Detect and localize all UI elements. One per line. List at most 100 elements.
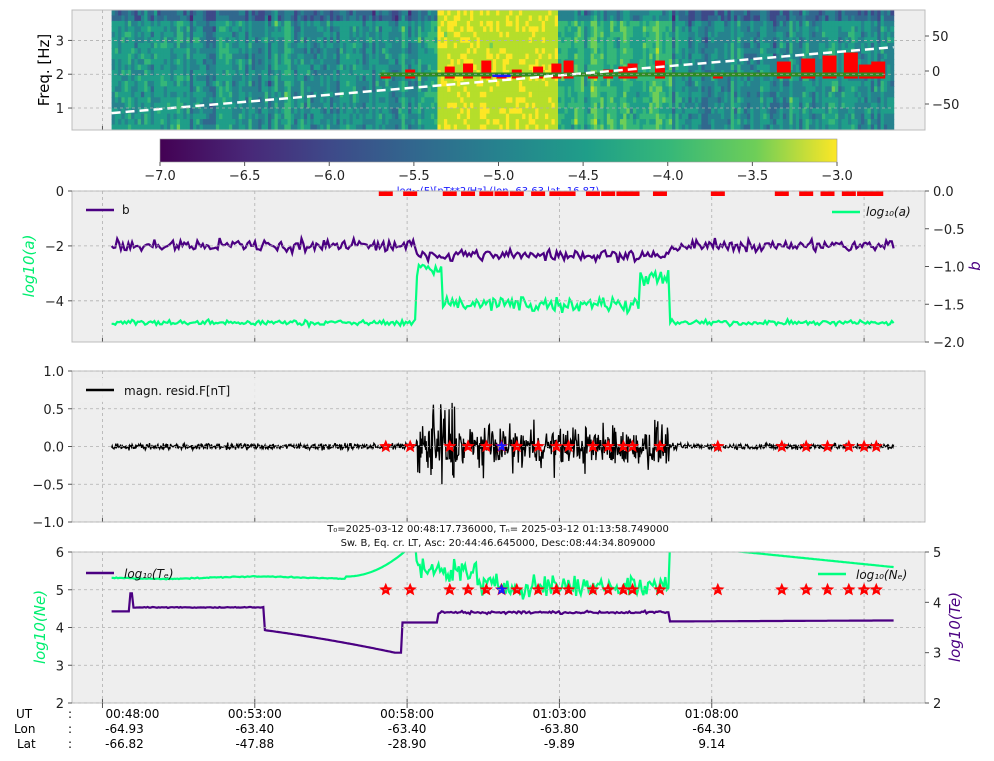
heatmap-cell [114, 119, 119, 126]
heatmap-cell [558, 31, 562, 38]
heatmap-cell [544, 15, 549, 22]
heatmap-cell [114, 113, 119, 120]
heatmap-cell [209, 53, 214, 60]
heatmap-cell [274, 108, 279, 115]
heatmap-cell [714, 97, 719, 104]
heatmap-cell [645, 124, 650, 130]
heatmap-cell [724, 91, 729, 98]
heatmap-cell [746, 91, 751, 98]
heatmap-cell [238, 91, 243, 98]
heatmap-cell [411, 97, 416, 104]
heatmap-cell [274, 102, 279, 109]
heatmap-cell [678, 10, 683, 17]
heatmap-cell [509, 64, 513, 71]
heatmap-cell [395, 10, 399, 17]
heatmap-cell [163, 97, 168, 104]
heatmap-cell [427, 75, 432, 82]
heatmap-cell [763, 75, 768, 82]
heatmap-cell [235, 59, 240, 66]
heatmap-cell [499, 59, 504, 66]
heatmap-cell [613, 86, 618, 93]
heatmap-cell [434, 119, 439, 126]
heatmap-cell [150, 31, 155, 38]
heatmap-cell [802, 124, 807, 130]
heatmap-cell [202, 108, 207, 115]
heatmap-cell [134, 70, 139, 77]
heatmap-cell [245, 108, 250, 115]
heatmap-cell [323, 75, 328, 82]
heatmap-cell [470, 48, 474, 55]
heatmap-cell [795, 20, 800, 27]
heatmap-cell [408, 64, 412, 71]
heatmap-cell [681, 91, 686, 98]
heatmap-cell [512, 10, 517, 17]
heatmap-cell [385, 124, 390, 130]
heatmap-cell [711, 124, 716, 130]
heatmap-cell [352, 15, 357, 22]
heatmap-cell [114, 86, 119, 93]
heatmap-cell [727, 48, 732, 55]
heatmap-cell [678, 59, 683, 66]
heatmap-cell [675, 80, 680, 87]
heatmap-cell [662, 20, 667, 27]
heatmap-cell [786, 10, 790, 17]
heatmap-cell [818, 37, 823, 44]
heatmap-cell [443, 53, 448, 60]
heatmap-cell [720, 86, 725, 93]
heatmap-cell [577, 124, 582, 130]
heatmap-cell [121, 70, 126, 77]
heatmap-cell [727, 108, 732, 115]
heatmap-cell [574, 113, 579, 120]
heatmap-cell [636, 108, 641, 115]
heatmap-cell [473, 15, 478, 22]
heatmap-cell [147, 26, 152, 33]
heatmap-cell [678, 26, 683, 33]
heatmap-cell [623, 113, 628, 120]
heatmap-cell [538, 59, 543, 66]
heatmap-cell [408, 119, 412, 126]
heatmap-cell [730, 26, 735, 33]
heatmap-cell [502, 91, 507, 98]
heatmap-cell [597, 10, 601, 17]
heatmap-cell [799, 119, 803, 126]
heatmap-cell [144, 102, 149, 109]
heatmap-cell [137, 91, 142, 98]
heatmap-cell [430, 20, 435, 27]
heatmap-cell [515, 119, 520, 126]
heatmap-cell [645, 75, 650, 82]
heatmap-cell [430, 108, 435, 115]
heatmap-cell [199, 70, 204, 77]
heatmap-cell [378, 15, 383, 22]
heatmap-cell [531, 97, 536, 104]
heatmap-cell [496, 64, 500, 71]
heatmap-cell [170, 15, 175, 22]
heatmap-cell [118, 113, 122, 120]
heatmap-cell [336, 59, 341, 66]
heatmap-cell [206, 70, 210, 77]
heatmap-cell [437, 75, 442, 82]
heatmap-cell [424, 42, 429, 49]
heatmap-cell [150, 108, 155, 115]
heatmap-cell [131, 20, 136, 27]
heatmap-cell [329, 48, 334, 55]
heatmap-cell [740, 26, 745, 33]
heatmap-cell [642, 31, 647, 38]
heatmap-cell [554, 59, 559, 66]
heatmap-cell [427, 42, 432, 49]
heatmap-cell [215, 70, 220, 77]
heatmap-cell [261, 80, 266, 87]
heatmap-cell [492, 53, 497, 60]
heatmap-cell [554, 42, 559, 49]
heatmap-cell [606, 80, 611, 87]
heatmap-cell [724, 119, 729, 126]
heatmap-cell [678, 80, 683, 87]
heatmap-cell [320, 53, 324, 60]
heatmap-cell [580, 113, 585, 120]
heatmap-cell [714, 53, 719, 60]
heatmap-cell [750, 15, 755, 22]
heatmap-cell [681, 80, 686, 87]
heatmap-cell [509, 119, 513, 126]
heatmap-cell [382, 119, 386, 126]
heatmap-cell [215, 80, 220, 87]
heatmap-cell [163, 119, 168, 126]
